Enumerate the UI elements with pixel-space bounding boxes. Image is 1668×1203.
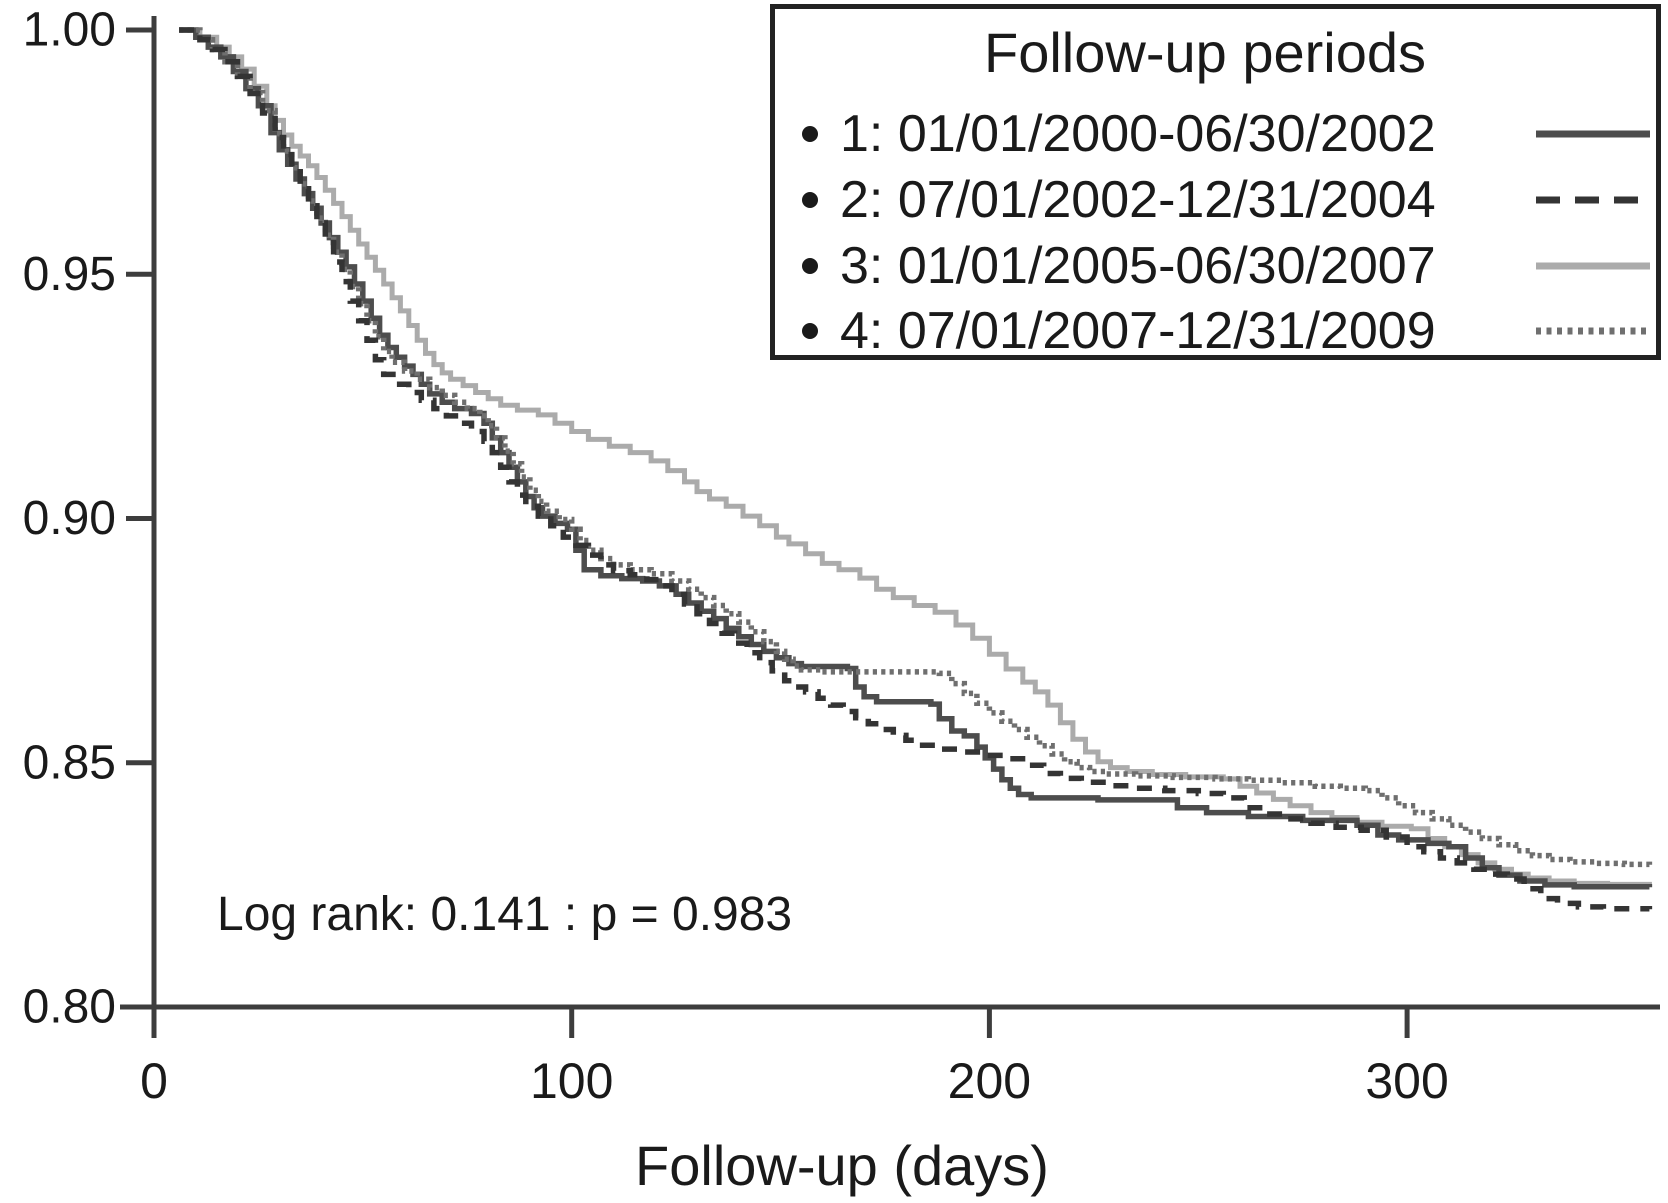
series-4-curve	[179, 27, 1653, 868]
legend-item-label: 1: 01/01/2000-06/30/2002	[840, 105, 1436, 163]
x-axis-title: Follow-up (days)	[635, 1134, 1049, 1197]
legend-title: Follow-up periods	[984, 21, 1426, 84]
legend: Follow-up periods 1: 01/01/2000-06/30/20…	[770, 4, 1661, 360]
legend-item: 1: 01/01/2000-06/30/2002	[802, 105, 1650, 163]
y-tick-label: 1.00	[23, 4, 116, 57]
legend-bullet-icon	[802, 323, 818, 339]
legend-item-label: 2: 07/01/2002-12/31/2004	[840, 171, 1436, 229]
x-tick-label: 300	[1365, 1053, 1448, 1109]
log-rank-annotation: Log rank: 0.141 : p = 0.983	[217, 888, 792, 941]
series-curves	[179, 27, 1653, 912]
x-tick-label: 200	[948, 1053, 1031, 1109]
legend-item-label: 3: 01/01/2005-06/30/2007	[840, 237, 1436, 295]
series-3-curve	[179, 27, 1652, 887]
legend-item: 4: 07/01/2007-12/31/2009	[802, 302, 1650, 360]
legend-item-label: 4: 07/01/2007-12/31/2009	[840, 302, 1436, 360]
legend-rows: 1: 01/01/2000-06/30/2002 2: 07/01/2002-12…	[802, 105, 1650, 360]
y-tick-label: 0.95	[23, 248, 116, 301]
x-tick-label: 100	[530, 1053, 613, 1109]
y-tick-label: 0.90	[23, 492, 116, 545]
axes: 1.00 0.95 0.90 0.85 0.80 0 100 200 300	[23, 4, 1660, 1109]
legend-bullet-icon	[802, 192, 818, 208]
legend-item: 2: 07/01/2002-12/31/2004	[802, 171, 1650, 229]
series-1-curve	[179, 27, 1653, 890]
series-2-curve	[179, 27, 1653, 912]
legend-item: 3: 01/01/2005-06/30/2007	[802, 237, 1650, 295]
legend-bullet-icon	[802, 258, 818, 274]
legend-box	[770, 4, 1661, 360]
legend-bullet-icon	[802, 126, 818, 142]
y-tick-label: 0.80	[23, 981, 116, 1034]
y-tick-label: 0.85	[23, 736, 116, 789]
x-tick-label: 0	[140, 1053, 168, 1109]
